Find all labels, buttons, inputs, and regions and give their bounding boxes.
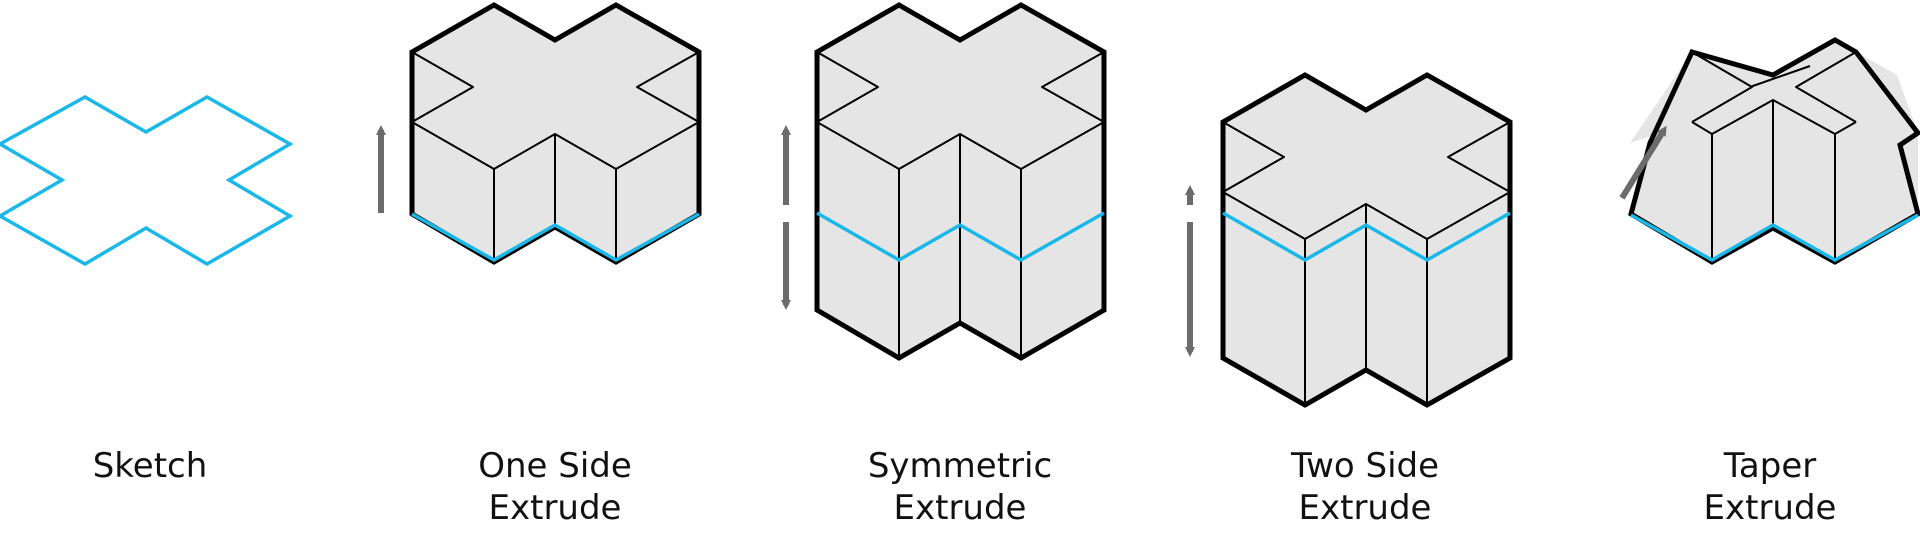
caption-line-2: Extrude [488,488,622,528]
sketch-plane-line [816,211,1105,263]
caption-line-2: Extrude [1703,488,1837,528]
sketch-figure [0,94,294,267]
taper-extrude-figure [1619,37,1920,265]
caption-line-1: Two Side [1290,446,1440,486]
sketch-caption: Sketch [0,445,300,487]
solid-inner-edges [1222,121,1511,405]
symmetric-extrude-figure [781,2,1107,361]
symmetric-extrude-caption: Symmetric Extrude [810,445,1110,529]
sketch-plane-line [1222,211,1511,263]
one-side-extrude-figure [376,2,702,265]
taper-top-face [1630,40,1919,145]
caption-line-1: Sketch [92,446,208,486]
solid-silhouette [814,2,1107,361]
sketch-plane-line [1630,213,1919,263]
two-side-extrude-caption: Two Side Extrude [1215,445,1515,529]
solid-silhouette [1628,37,1920,265]
solid-inner-edges [411,51,700,262]
caption-line-1: One Side [478,446,632,486]
sketch-plane-line [411,212,700,263]
solid-silhouette [1220,72,1513,408]
solid-inner-edges [1691,51,1857,262]
sketch-profile-outline [0,94,294,267]
caption-line-1: Symmetric [867,446,1053,486]
one-side-extrude-caption: One Side Extrude [405,445,705,529]
solid-inner-edges [816,51,1105,358]
caption-line-1: Taper [1723,446,1817,486]
taper-direction-arrow [1619,125,1667,200]
caption-line-2: Extrude [1298,488,1432,528]
two-side-extrude-figure [1185,72,1513,408]
taper-extrude-caption: Taper Extrude [1620,445,1920,529]
caption-line-2: Extrude [893,488,1027,528]
